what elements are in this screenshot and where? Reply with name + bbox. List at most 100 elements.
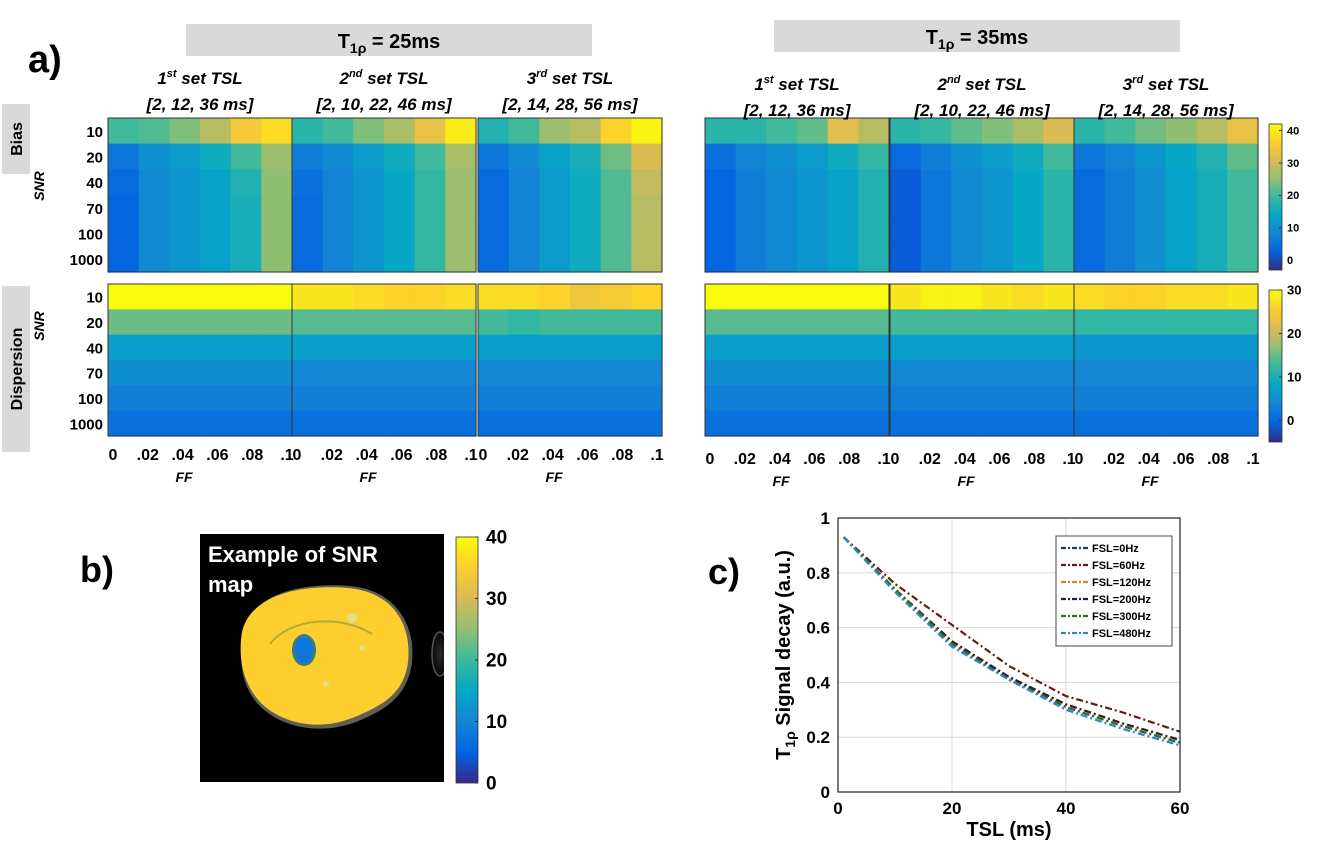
colorbar-tick-label: 20 — [486, 651, 507, 672]
heatmap-cell — [1043, 195, 1075, 222]
heatmap-cell — [1135, 360, 1167, 386]
heatmap-cell — [261, 385, 293, 412]
heatmap-cell — [1196, 385, 1228, 412]
heatmap-cell — [1104, 169, 1136, 196]
heatmap-cell — [353, 220, 385, 247]
heatmap-cell — [858, 220, 890, 247]
row-label-dispersion: Dispersion — [9, 328, 26, 411]
legend-label: FSL=120Hz — [1092, 577, 1151, 589]
heatmap-cell — [797, 246, 829, 273]
heatmap-cell — [890, 284, 922, 310]
heatmap-cell — [600, 246, 632, 273]
heatmap-cell — [1074, 284, 1106, 310]
heatmap-cell — [951, 220, 983, 247]
ff-axis-label: FF — [957, 473, 975, 489]
heatmap-cell — [414, 284, 446, 310]
heatmap-cell — [1104, 195, 1136, 222]
heatmap-cell — [322, 169, 354, 196]
heatmap-frame — [1073, 283, 1259, 437]
heatmap-cell — [1166, 309, 1198, 336]
heatmap-cell — [414, 143, 446, 170]
heatmap-cell — [1104, 143, 1136, 170]
heatmap-cell — [982, 334, 1014, 361]
heatmap-cell — [1074, 246, 1106, 273]
heatmap-cell — [1135, 284, 1167, 310]
ff-tick-label: .04 — [953, 451, 975, 468]
heatmap-cell — [169, 143, 201, 170]
ff-tick-label: .08 — [1207, 451, 1229, 468]
heatmap-cell — [200, 195, 232, 222]
heatmap-cell — [353, 169, 385, 196]
heatmap-cell — [478, 360, 510, 386]
heatmap-cell — [858, 385, 890, 412]
ff-tick-label: .06 — [1172, 451, 1194, 468]
heatmap-cell — [827, 195, 859, 222]
x-tick-label: 0 — [833, 799, 842, 818]
heatmap-cell — [766, 309, 798, 336]
heatmap-cell — [1196, 220, 1228, 247]
heatmap-cell — [292, 360, 324, 386]
heatmap-cell — [353, 284, 385, 310]
heatmap-cell — [1196, 309, 1228, 336]
heatmap-cell — [138, 220, 170, 247]
heatmap-cell — [508, 169, 540, 196]
heatmap-cell — [705, 334, 737, 361]
heatmap-cell — [982, 220, 1014, 247]
colorbar-tick-label: 30 — [486, 589, 507, 610]
ff-tick-label: .06 — [576, 447, 598, 464]
heatmap-cell — [766, 118, 798, 145]
heatmap-cell — [735, 334, 767, 361]
heatmap-cell — [353, 118, 385, 145]
heatmap-cell — [570, 118, 602, 145]
heatmap-cell — [508, 195, 540, 222]
heatmap-cell — [570, 284, 602, 310]
heatmap-cell — [353, 143, 385, 170]
snr-tick-label: 20 — [86, 150, 103, 167]
ff-tick-label: .02 — [507, 447, 529, 464]
ff-tick-label: .08 — [1023, 451, 1045, 468]
vessel-spot-2 — [323, 681, 329, 687]
heatmap-cell — [827, 284, 859, 310]
heatmap-cell — [858, 195, 890, 222]
heatmap-cell — [384, 143, 416, 170]
heatmap-cell — [292, 309, 324, 336]
ff-tick-label: .1 — [650, 447, 663, 464]
heatmap-cell — [353, 195, 385, 222]
panel-label-a: a) — [28, 39, 62, 81]
heatmap-cell — [138, 169, 170, 196]
heatmap-cell — [1135, 334, 1167, 361]
heatmap-cell — [1074, 169, 1106, 196]
heatmap-cell — [1074, 143, 1106, 170]
heatmap-cell — [1196, 169, 1228, 196]
heatmap-cell — [951, 360, 983, 386]
heatmap-cell — [1196, 118, 1228, 145]
heatmap-cell — [766, 220, 798, 247]
ff-tick-label: .06 — [206, 447, 228, 464]
group-title-left: T1ρ = 25ms — [338, 31, 441, 56]
heatmap-cell — [445, 284, 477, 310]
heatmap-cell — [539, 360, 571, 386]
heatmap-cell — [890, 195, 922, 222]
heatmap-cell — [138, 143, 170, 170]
heatmap-cell — [261, 360, 293, 386]
ff-tick-label: .02 — [919, 451, 941, 468]
heatmap-cell — [1166, 410, 1198, 437]
snr-tick-label: 40 — [86, 340, 103, 357]
heatmap-cell — [384, 284, 416, 310]
heatmap-cell — [445, 385, 477, 412]
heatmap-cell — [322, 385, 354, 412]
heatmap-cell — [230, 309, 262, 336]
tsl-values: [2, 12, 36 ms] — [743, 101, 852, 120]
heatmap-cell — [920, 360, 952, 386]
heatmap-cell — [570, 309, 602, 336]
ff-tick-label: .1 — [1246, 451, 1259, 468]
heatmap-cell — [353, 246, 385, 273]
heatmap-cell — [570, 220, 602, 247]
heatmap-cell — [631, 246, 663, 273]
heatmap-cell — [1043, 118, 1075, 145]
snr-tick-label: 100 — [78, 227, 103, 244]
heatmap-cell — [735, 410, 767, 437]
heatmap-cell — [414, 169, 446, 196]
heatmap-frame — [477, 283, 663, 437]
